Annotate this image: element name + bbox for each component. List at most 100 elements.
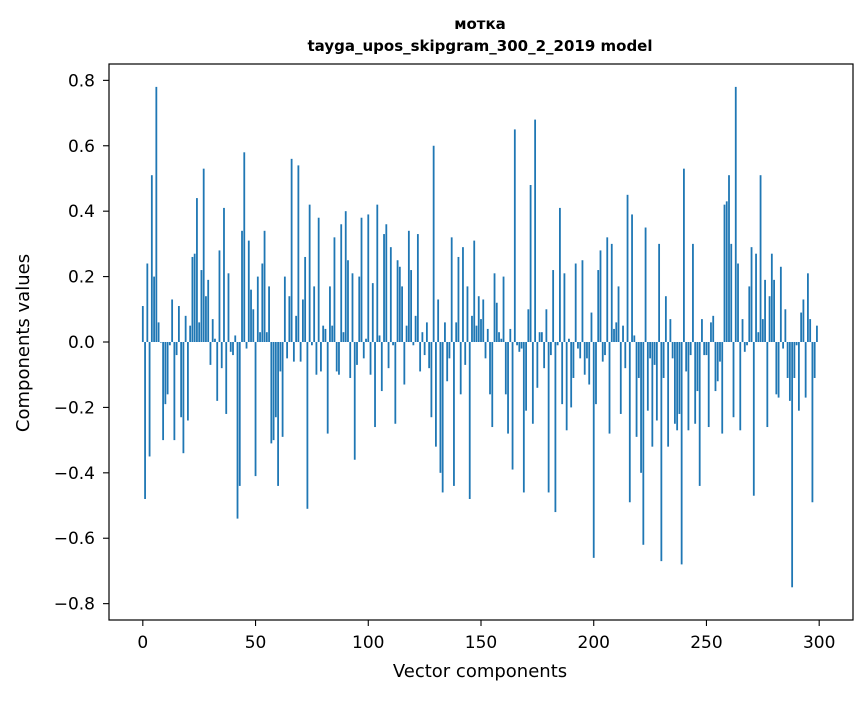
bar [766, 342, 769, 428]
bar [572, 342, 575, 378]
bar [385, 224, 388, 342]
bar [164, 342, 167, 405]
bar [673, 342, 676, 424]
bar [288, 296, 291, 342]
bar [626, 194, 629, 342]
bar [448, 342, 451, 359]
bar [536, 342, 539, 388]
bar [669, 319, 672, 342]
bar [398, 266, 401, 342]
bar [705, 342, 708, 356]
bar [816, 325, 818, 342]
bar [617, 286, 620, 342]
bar [725, 201, 728, 342]
bar [335, 342, 338, 372]
bar [784, 309, 787, 342]
y-tick-label: 0.8 [68, 71, 95, 91]
bar [687, 342, 690, 431]
bar [360, 217, 363, 342]
bar [419, 342, 422, 372]
bar [723, 204, 726, 342]
bar [491, 342, 494, 428]
bar [313, 286, 316, 342]
bar [502, 276, 505, 342]
bar [462, 247, 464, 342]
bar [157, 322, 160, 342]
bar [209, 342, 212, 365]
x-tick-label: 100 [352, 633, 384, 653]
bar [223, 207, 225, 342]
bar [225, 342, 228, 414]
bar [786, 342, 789, 378]
bar [777, 342, 780, 398]
bar [782, 342, 785, 349]
bar [268, 286, 270, 342]
bar [180, 342, 183, 418]
bar [347, 260, 349, 342]
bar [457, 256, 460, 342]
bar [430, 342, 433, 418]
bar [216, 342, 219, 401]
y-axis-label: Components values [13, 254, 34, 432]
bar [635, 342, 638, 437]
bar [486, 328, 489, 342]
bar [511, 342, 514, 470]
bar [311, 342, 313, 346]
bar [622, 325, 624, 342]
bar [428, 342, 431, 369]
bar [279, 342, 282, 372]
bar [685, 342, 688, 372]
bar [752, 342, 755, 496]
bar [435, 342, 437, 447]
bar [743, 342, 746, 352]
bar [297, 165, 300, 342]
bar [380, 342, 383, 392]
bar [365, 338, 367, 342]
bar [218, 250, 221, 342]
bar [232, 342, 234, 356]
bar [644, 227, 647, 342]
bar [658, 243, 661, 342]
bar [507, 342, 509, 434]
bar [444, 322, 446, 342]
bar [660, 342, 663, 562]
bar [529, 185, 532, 342]
bar [710, 322, 712, 342]
bar [482, 299, 485, 342]
bar [148, 342, 151, 457]
bar [421, 332, 424, 342]
bar [247, 240, 250, 342]
bar [624, 342, 627, 369]
bar [779, 266, 782, 342]
bar [692, 243, 694, 342]
bar [498, 332, 500, 342]
bar [459, 342, 462, 395]
x-axis-label: Vector components [393, 661, 567, 682]
bar [283, 276, 286, 342]
bar [252, 309, 255, 342]
bar [513, 129, 516, 342]
bar [187, 342, 189, 421]
bar [387, 342, 390, 369]
bar [171, 299, 174, 342]
bar [637, 342, 640, 378]
bar [455, 322, 458, 342]
bar [807, 273, 809, 342]
bar [568, 338, 570, 342]
x-tick-label: 0 [137, 633, 148, 653]
bar [304, 256, 307, 342]
bar [698, 342, 701, 486]
bar [671, 342, 674, 359]
bar [159, 342, 162, 343]
bar [423, 342, 426, 356]
bar [207, 279, 210, 342]
bar [746, 342, 748, 346]
bar [683, 168, 685, 342]
bar [802, 299, 805, 342]
bar [441, 342, 444, 493]
bar [403, 342, 406, 385]
bar [495, 302, 498, 342]
bar [353, 342, 356, 460]
bar [680, 342, 683, 565]
bar [166, 342, 169, 395]
